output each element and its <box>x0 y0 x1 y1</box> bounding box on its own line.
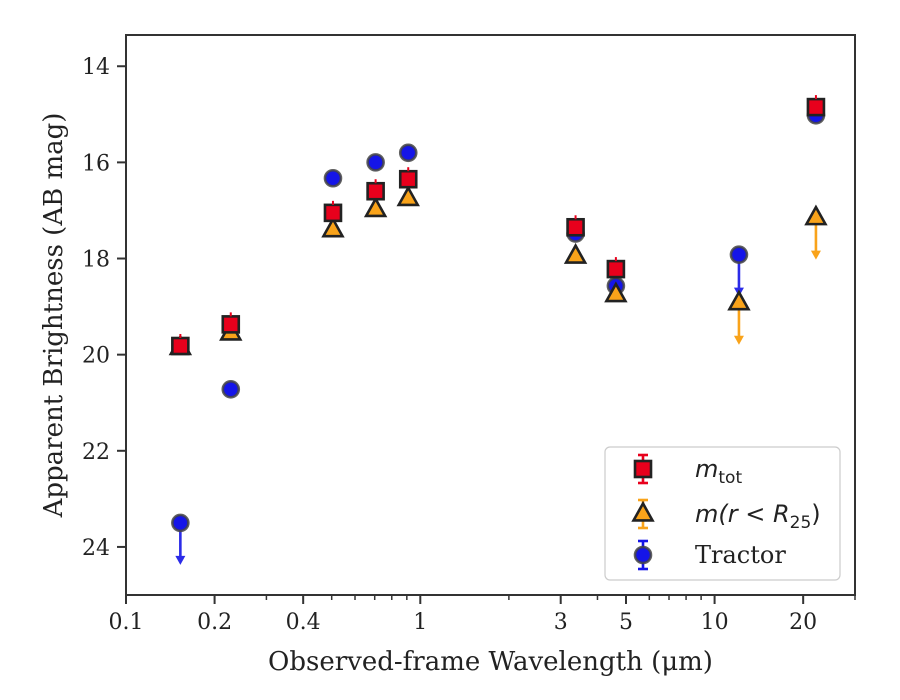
tractor-point <box>221 379 241 399</box>
legend-box <box>604 446 841 581</box>
legend-marker-tractor <box>633 545 653 565</box>
m-tot-point <box>221 315 241 334</box>
m-r25-point <box>363 196 388 218</box>
tractor-point <box>729 245 749 264</box>
m-tot-point <box>171 336 190 356</box>
x-tick-label: 5 <box>619 610 633 635</box>
x-tick-label: 0.1 <box>109 610 144 635</box>
x-tick-label: 20 <box>789 610 817 635</box>
legend-label-m-r25: m(r < R25) <box>695 500 821 533</box>
limit-arrow-head <box>175 555 186 565</box>
tractor-point <box>366 153 385 172</box>
m-tot-point <box>323 203 343 223</box>
m-r25-point <box>804 204 828 226</box>
m-r25-point <box>396 185 420 207</box>
tractor-point <box>323 168 343 188</box>
x-axis-title: Observed-frame Wavelength (μm) <box>268 647 713 677</box>
m-r25-point <box>727 289 751 311</box>
legend-label-tractor: Tractor <box>695 541 786 569</box>
m-tot-point <box>398 169 418 189</box>
x-tick-label: 3 <box>554 610 568 635</box>
y-tick-label: 18 <box>82 248 110 273</box>
legend: mtot m(r < R25) Tractor <box>604 446 841 581</box>
m-tot-point <box>366 181 385 201</box>
legend-label-m-tot: mtot <box>695 455 742 488</box>
legend-marker-m-tot <box>633 459 653 479</box>
x-tick-label: 1 <box>413 610 427 635</box>
y-tick-label: 20 <box>82 344 110 369</box>
m-r25-point <box>563 242 588 264</box>
y-tick-label: 22 <box>82 440 110 465</box>
x-tick-label: 0.4 <box>286 610 321 635</box>
m-r25-point <box>604 281 628 303</box>
y-axis: 14 16 18 20 22 24 <box>82 55 126 561</box>
tractor-point <box>398 143 418 163</box>
m-tot-point <box>606 259 626 279</box>
y-tick-label: 24 <box>82 536 110 561</box>
m-r25-point <box>321 216 345 238</box>
tractor-point <box>171 513 190 533</box>
x-tick-label: 0.2 <box>197 610 232 635</box>
m-tot-point <box>566 217 585 237</box>
data-markers <box>168 95 828 533</box>
limit-arrow-head <box>733 335 744 345</box>
legend-marker-m-r25 <box>631 500 655 522</box>
plot-frame <box>125 34 856 596</box>
y-axis-title: Apparent Brightness (AB mag) <box>39 113 69 519</box>
x-tick-label: 10 <box>701 610 729 635</box>
limit-arrow-head <box>810 250 821 260</box>
y-tick-label: 16 <box>82 151 110 176</box>
x-axis: 0.1 0.2 0.4 1 3 5 10 20 <box>109 595 817 635</box>
m-tot-point <box>806 97 826 117</box>
y-tick-label: 14 <box>82 55 110 80</box>
